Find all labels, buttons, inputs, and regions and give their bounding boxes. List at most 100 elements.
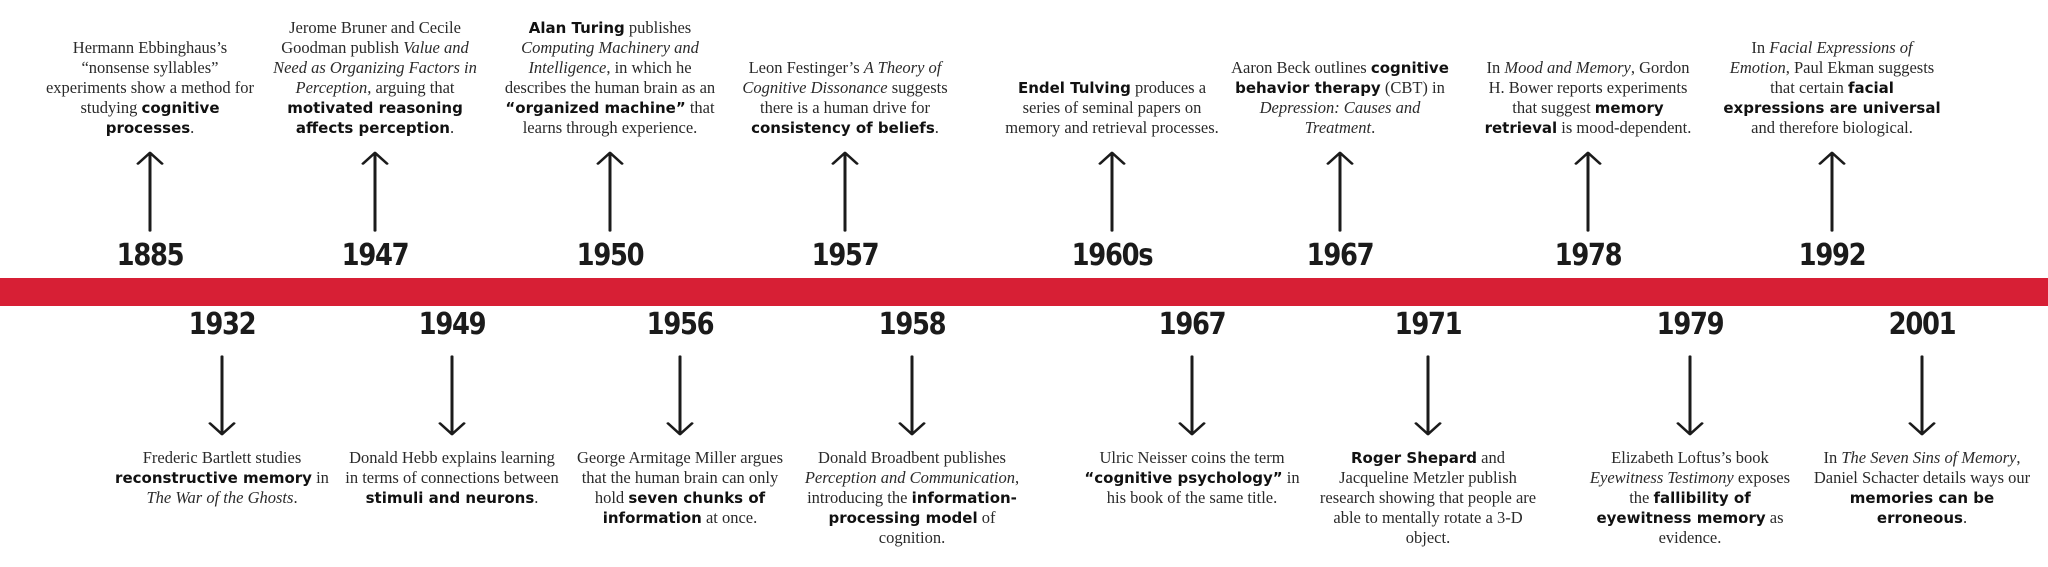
year-label: 1967: [1306, 238, 1375, 273]
timeline-band: [0, 278, 2048, 306]
event-text: Donald Broadbent publishes: [818, 448, 1006, 467]
year-label: 1978: [1554, 238, 1623, 273]
event-text: Elizabeth Loftus’s book: [1611, 448, 1769, 467]
event-text: is mood-dependent.: [1557, 118, 1692, 137]
year-label: 1956: [646, 307, 715, 342]
event-text: Leon Festinger’s: [748, 58, 864, 77]
arrow-up-icon: [1326, 151, 1354, 232]
year-label: 2001: [1888, 307, 1957, 342]
event-text-bold: reconstructive memory: [115, 469, 312, 487]
arrow-up-icon: [596, 151, 624, 232]
event-text: and therefore biological.: [1751, 118, 1913, 137]
event-description: Alan Turing publishes Computing Machiner…: [500, 0, 720, 138]
year-label: 1947: [341, 238, 410, 273]
arrow-up-icon: [831, 151, 859, 232]
event-text: in: [311, 468, 329, 487]
event-text: .: [449, 118, 455, 137]
arrow-up-icon: [136, 151, 164, 232]
event-text-title: Computing Machinery and Intelligence: [521, 38, 699, 77]
event-text: as evidence.: [1658, 508, 1784, 547]
year-label: 1960s: [1071, 238, 1154, 273]
event-text-bold: “organized machine”: [505, 99, 686, 117]
event-text: , Gordon H. Bower reports experiments th…: [1488, 58, 1690, 117]
event-text-bold: fallibility of eyewitness memory: [1596, 489, 1766, 527]
arrow-down-icon: [438, 355, 466, 436]
arrow-down-icon: [1676, 355, 1704, 436]
event-text: Donald Hebb explains learning in terms o…: [345, 448, 559, 487]
event-description: Ulric Neisser coins the term “cognitive …: [1082, 448, 1302, 508]
event-text-bold: cognitive processes: [105, 99, 220, 137]
event-text: , introducing the: [807, 468, 1020, 507]
event-text-bold: information-processing model: [828, 489, 1017, 527]
event-text-bold: memories can be erroneous: [1849, 489, 1995, 527]
year-label: 1979: [1656, 307, 1725, 342]
event-text: In: [1486, 58, 1505, 77]
event-description: Endel Tulving produces a series of semin…: [1002, 0, 1222, 138]
year-label: 1932: [188, 307, 257, 342]
event-description: Jerome Bruner and Cecile Goodman publish…: [265, 0, 485, 138]
year-label: 1958: [878, 307, 947, 342]
event-text-bold: seven chunks of information: [602, 489, 766, 527]
event-text: In: [1751, 38, 1770, 57]
event-description: Donald Hebb explains learning in terms o…: [342, 448, 562, 508]
event-text-title: Perception and Communication: [804, 468, 1016, 487]
arrow-down-icon: [1178, 355, 1206, 436]
event-text: Hermann Ebbinghaus’s “nonsense syllables…: [45, 38, 255, 117]
arrow-down-icon: [666, 355, 694, 436]
event-text: publishes: [624, 18, 692, 37]
arrow-down-icon: [898, 355, 926, 436]
year-label: 1949: [418, 307, 487, 342]
event-text-bold: Alan Turing: [528, 19, 625, 37]
arrow-down-icon: [1414, 355, 1442, 436]
event-text: Ulric Neisser coins the term: [1099, 448, 1285, 467]
event-description: Frederic Bartlett studies reconstructive…: [112, 448, 332, 508]
year-label: 1967: [1158, 307, 1227, 342]
event-text-bold: motivated reasoning affects perception: [287, 99, 463, 137]
event-text: Jerome Bruner and Cecile Goodman publish: [281, 18, 461, 57]
event-text-bold: “cognitive psychology”: [1084, 469, 1283, 487]
event-text: .: [293, 488, 298, 507]
arrow-up-icon: [1818, 151, 1846, 232]
arrow-up-icon: [1574, 151, 1602, 232]
event-description: Hermann Ebbinghaus’s “nonsense syllables…: [40, 0, 260, 138]
event-description: Leon Festinger’s A Theory of Cognitive D…: [735, 0, 955, 138]
event-text: produces a series of seminal papers on m…: [1005, 78, 1219, 137]
event-text: , Paul Ekman suggests that certain: [1770, 58, 1935, 97]
event-text-title: Value and Need as Organizing Factors in …: [273, 38, 477, 97]
event-text: , arguing that: [367, 78, 455, 97]
event-text: George Armitage Miller argues that the h…: [576, 448, 784, 507]
event-description: Aaron Beck outlines cognitive behavior t…: [1230, 0, 1450, 138]
event-text: .: [534, 488, 539, 507]
event-text: .: [934, 118, 939, 137]
event-text: of cognition.: [878, 508, 996, 547]
arrow-down-icon: [208, 355, 236, 436]
event-text-bold: memory retrieval: [1484, 99, 1664, 137]
event-text-bold: facial expressions are universal: [1723, 79, 1941, 117]
event-text: at once.: [701, 508, 758, 527]
event-text: .: [1371, 118, 1376, 137]
year-label: 1885: [116, 238, 185, 273]
arrow-up-icon: [1098, 151, 1126, 232]
event-text: Frederic Bartlett studies: [142, 448, 302, 467]
year-label: 1957: [811, 238, 880, 273]
event-description: Elizabeth Loftus’s book Eyewitness Testi…: [1580, 448, 1800, 548]
event-text-title: Mood and Memory: [1504, 58, 1631, 77]
event-text-title: The War of the Ghosts: [146, 488, 294, 507]
event-text-title: Eyewitness Testimony: [1589, 468, 1734, 487]
event-text-bold: consistency of beliefs: [751, 119, 935, 137]
year-label: 1950: [576, 238, 645, 273]
event-description: In Mood and Memory, Gordon H. Bower repo…: [1478, 0, 1698, 138]
event-text: In: [1823, 448, 1842, 467]
arrow-down-icon: [1908, 355, 1936, 436]
event-text: (CBT) in: [1380, 78, 1445, 97]
event-text-bold: Endel Tulving: [1017, 79, 1131, 97]
event-text-title: Depression: Causes and Treatment: [1259, 98, 1421, 137]
event-description: In The Seven Sins of Memory, Daniel Scha…: [1812, 448, 2032, 528]
event-text: and Jacqueline Metzler publish research …: [1319, 448, 1537, 547]
event-text: , in which he describes the human brain …: [504, 58, 716, 97]
event-text-bold: stimuli and neurons: [365, 489, 535, 507]
event-description: Roger Shepard and Jacqueline Metzler pub…: [1318, 448, 1538, 548]
event-text: that learns through experience.: [522, 98, 715, 137]
event-text: Aaron Beck outlines: [1231, 58, 1371, 77]
event-text: exposes the: [1629, 468, 1791, 507]
